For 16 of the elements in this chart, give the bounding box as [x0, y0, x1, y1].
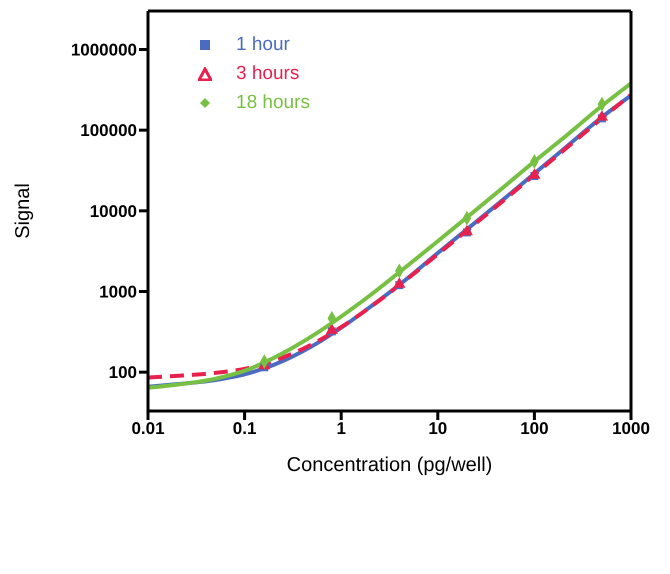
y-tick-label: 100 [108, 363, 137, 382]
x-axis-title: Concentration (pg/well) [286, 454, 492, 476]
x-tick-label: 10 [428, 419, 448, 438]
x-tick-label: 1 [336, 419, 346, 438]
legend-label: 18 hours [236, 91, 310, 115]
x-tick-label: 100 [520, 419, 549, 438]
y-tick-label: 100000 [80, 121, 137, 140]
y-tick-label: 1000000 [70, 40, 137, 60]
x-tick-label: 1000 [612, 419, 650, 438]
y-tick-label: 10000 [90, 202, 137, 221]
y-tick-label: 1000 [99, 282, 137, 302]
legend-label: 3 hours [236, 62, 300, 86]
x-tick-label: 0.01 [131, 419, 165, 438]
x-tick-label: 0.1 [232, 419, 256, 438]
y-axis-title: Signal [12, 183, 34, 239]
legend-label: 1 hour [236, 33, 290, 57]
